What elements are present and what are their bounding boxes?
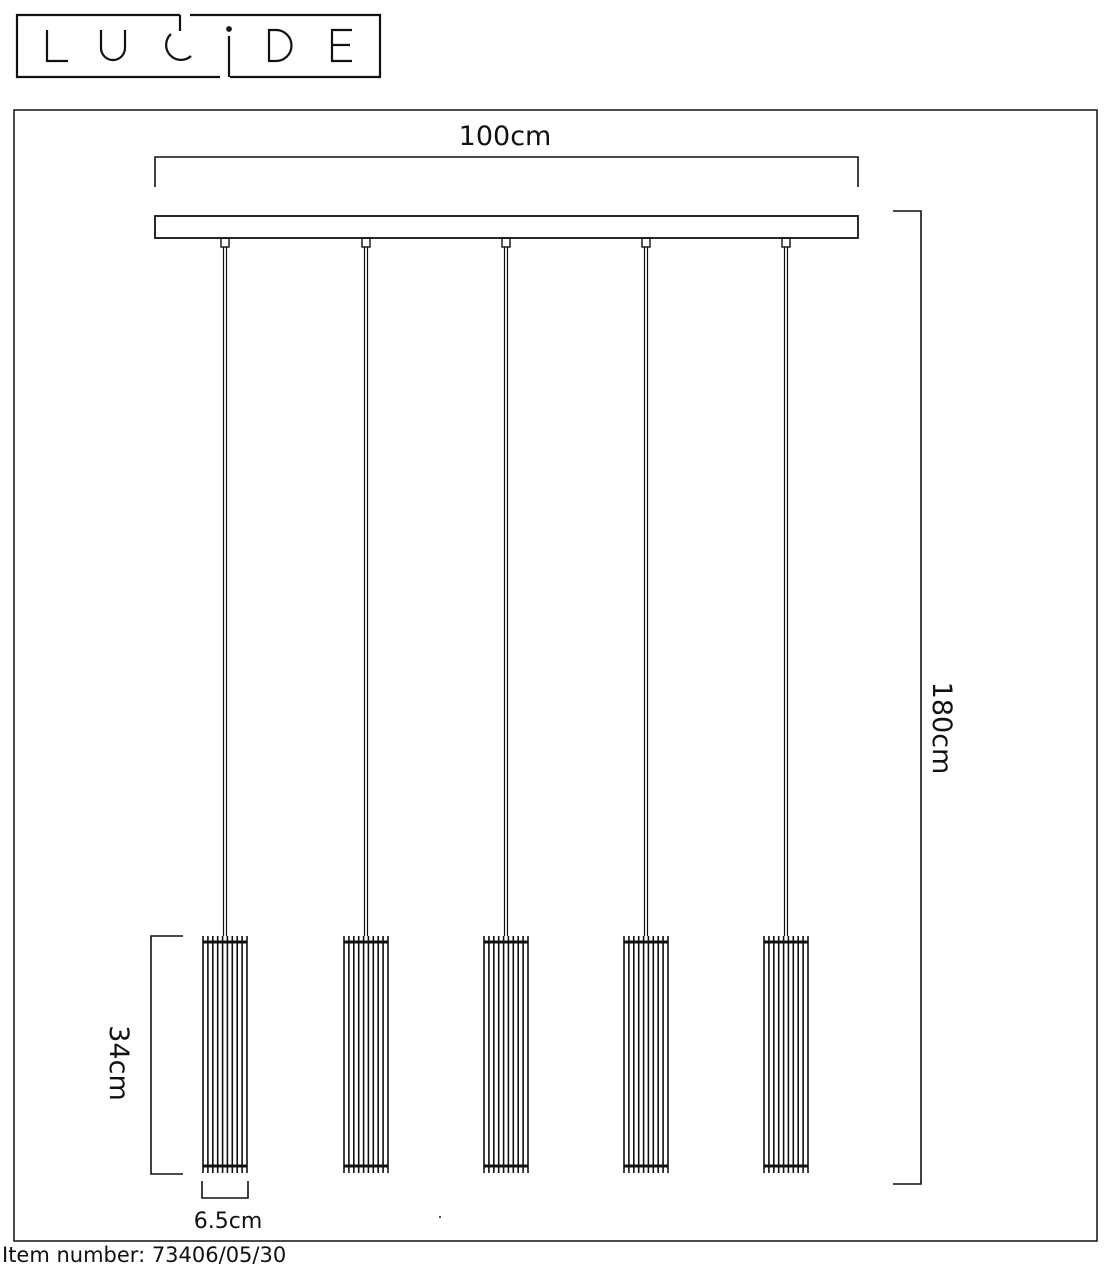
shade-rods [483, 936, 529, 1173]
pendant-4 [623, 237, 669, 1173]
ceiling-canopy [154, 215, 859, 239]
item-number: Item number: 73406/05/30 [2, 1243, 287, 1267]
shade-diameter-dimension-line [201, 1181, 249, 1199]
suspension-cable [363, 247, 369, 936]
lucide-logo [15, 13, 382, 79]
shade-rings [764, 940, 808, 1168]
width-label: 100cm [459, 121, 552, 152]
shade-rings [484, 940, 528, 1168]
suspension-cable [222, 247, 228, 936]
shade-diameter-label: 6.5cm [194, 1209, 263, 1234]
pendant-2 [343, 237, 389, 1173]
cable-mount [641, 237, 651, 248]
cable-mount [361, 237, 371, 248]
shade-rods [202, 936, 248, 1173]
width-dimension-line [154, 156, 859, 187]
shade-rings [624, 940, 668, 1168]
shade-height-dimension-line [150, 935, 183, 1175]
pendant-1 [202, 237, 248, 1173]
shade-height-label: 34cm [103, 1025, 134, 1101]
shade-rings [344, 940, 388, 1168]
shade-rods [343, 936, 389, 1173]
speck [439, 1216, 441, 1218]
suspension-cable [643, 247, 649, 936]
pendant-3 [483, 237, 529, 1173]
pendants [202, 237, 809, 1173]
cable-mount [220, 237, 230, 248]
height-dimension-line [893, 210, 922, 1185]
shade-rods [623, 936, 669, 1173]
cable-mount [781, 237, 791, 248]
suspension-cable [783, 247, 789, 936]
drawing-frame [13, 109, 1098, 1242]
shade-rings [203, 940, 247, 1168]
pendant-5 [763, 237, 809, 1173]
shade-rods [763, 936, 809, 1173]
suspension-cable [503, 247, 509, 936]
height-label: 180cm [926, 682, 957, 775]
cable-mount [501, 237, 511, 248]
